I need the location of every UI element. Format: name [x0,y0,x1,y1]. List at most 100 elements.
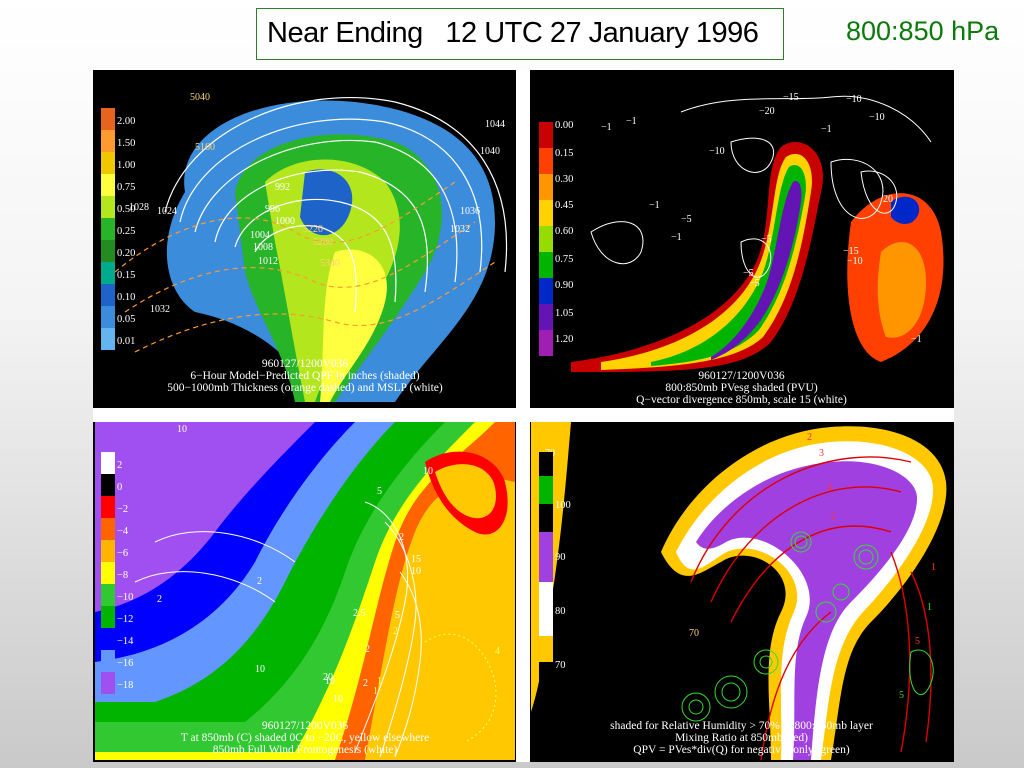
pvu-label-16: −1 [911,334,922,345]
qpf-caption-line-2: 6−Hour Model−Predicted QPF in inches (sh… [190,370,420,382]
pvu-label-4: −15 [783,92,799,103]
panel-pvu: −1 −1 −5 −10 −15 −20 −10 −10 −5 −1 −5 −1… [531,72,952,408]
temp-label-19: 1 [377,676,382,687]
pvu-caption-line-2: 800:850mb PVesg shaded (PVU) [665,382,818,394]
rh-swatch [539,662,553,692]
rh-swatch [539,560,553,582]
panel-temperature: 2 10 2 5 10 15 10 10 2 2 5 10 2.5 2 20 1… [95,422,515,760]
rh-caption-line-1: shaded for Relative Humidity > 70% in 80… [610,720,873,732]
qpf-tick-1: 1.50 [117,138,136,149]
qpf-label-16: 5280 [313,237,333,248]
qpf-label-2: 1044 [485,119,505,130]
qpf-tick-10: 0.01 [117,336,136,347]
qpf-label-10: 1004 [250,230,270,241]
rh-swatch [539,504,553,532]
pvu-label-14: −1 [649,200,660,211]
temp-label-4: 10 [423,466,433,477]
pvu-label-5: −20 [759,106,775,117]
temp-swatch [101,628,115,650]
temp-swatch [101,672,115,694]
qpf-caption: 960127/1200V036 6−Hour Model−Predicted Q… [95,358,515,394]
qpf-tick-9: 0.05 [117,314,136,325]
pvu-label-7: −10 [869,112,885,123]
rh-caption-line-3: QPV = PVes*div(Q) for negatives only (gr… [633,744,850,756]
temp-tick-3: −4 [117,526,129,537]
pvu-label-8: −5 [743,268,754,279]
rh-caption-line-2: Mixing Ratio at 850mb (red) [675,732,808,744]
qpf-label-8: 1008 [253,242,273,253]
pvu-label-1: −1 [626,116,637,127]
qpf-label-0: 5040 [190,92,210,103]
rh-caption: shaded for Relative Humidity > 70% in 80… [531,720,952,756]
temp-swatch [101,518,115,540]
temp-label-6: 10 [411,566,421,577]
temp-label-10: 5 [395,610,400,621]
qpf-swatch [101,306,115,328]
rh-label-2: 3 [819,448,824,459]
rh-label-1: 2 [807,432,812,443]
pvu-colorbar [539,122,553,356]
pvu-label-6: −10 [846,94,862,105]
qpf-caption-line-3: 500−1000mb Thickness (orange dashed) and… [167,382,443,394]
rh-swatch [539,636,553,662]
pvu-tick-8: 1.20 [555,334,574,345]
rh-swatch [539,610,553,636]
qpf-label-15: 5220 [303,224,323,235]
qpf-label-1: 5160 [195,142,215,153]
temp-label-3: 5 [377,486,382,497]
pvu-tick-5: 0.75 [555,254,574,265]
qpf-label-14: 1032 [150,304,170,315]
qpf-swatch [101,130,115,152]
rh-swatch [539,582,553,610]
qpf-tick-4: 0.50 [117,204,136,215]
pvu-swatch [539,226,553,252]
rh-label-4: 5 [831,512,836,523]
rh-label-9: 70 [689,628,699,639]
temp-tick-1: 0 [117,482,123,493]
qpf-tick-2: 1.00 [117,160,136,171]
qpf-swatch [101,108,115,130]
temp-label-20: 1 [373,686,378,697]
temp-label-2: 2 [257,576,262,587]
qpf-swatch [101,218,115,240]
qpf-tick-5: 0.25 [117,226,136,237]
qpf-swatch [101,152,115,174]
pvu-swatch [539,304,553,330]
pvu-label-15: 20 [883,194,893,205]
humidity-map: 70 2 3 4 5 5 1 1 5 70 [531,422,947,760]
pvu-tick-6: 0.90 [555,280,574,291]
temp-label-14: 20 [323,672,333,683]
pvu-label-0: −1 [601,122,612,133]
temp-swatch [101,562,115,584]
qpf-tick-0: 2.00 [117,116,136,127]
pressure-level-label: 800:850 hPa [846,16,1000,46]
pvu-label-9: −1 [821,124,832,135]
qpf-swatch [101,196,115,218]
qpf-map: 5040 5160 1044 1040 1036 1032 1024 1028 … [114,92,508,402]
temp-label-13: 2 [365,644,370,655]
temp-label-8: 2 [157,594,162,605]
temp-label-5: 15 [411,554,421,565]
qpf-label-5: 1032 [450,224,470,235]
pvu-swatch [539,174,553,200]
panel-divider-vertical [516,70,530,762]
temp-tick-7: −12 [117,614,134,625]
temp-caption-line-1: 960127/1200V036 [261,720,349,732]
rh-colorbar [539,452,553,692]
rh-swatch [539,532,553,560]
qpf-label-17: 5340 [320,258,340,269]
temp-swatch [101,474,115,496]
temp-tick-9: −16 [117,658,134,669]
qpf-caption-line-1: 960127/1200V036 [261,358,349,370]
rh-swatch [539,452,553,476]
rh-label-6: 1 [931,562,936,573]
temp-label-7: 10 [255,664,265,675]
temp-tick-2: −2 [117,504,129,515]
temp-label-1: 10 [177,424,187,435]
rh-label-8: 5 [899,690,904,701]
qpf-swatch [101,284,115,306]
temp-label-11: 10 [325,676,335,687]
qpf-swatch [101,328,115,350]
temp-swatch [101,584,115,606]
qpf-tick-3: 0.75 [117,182,136,193]
